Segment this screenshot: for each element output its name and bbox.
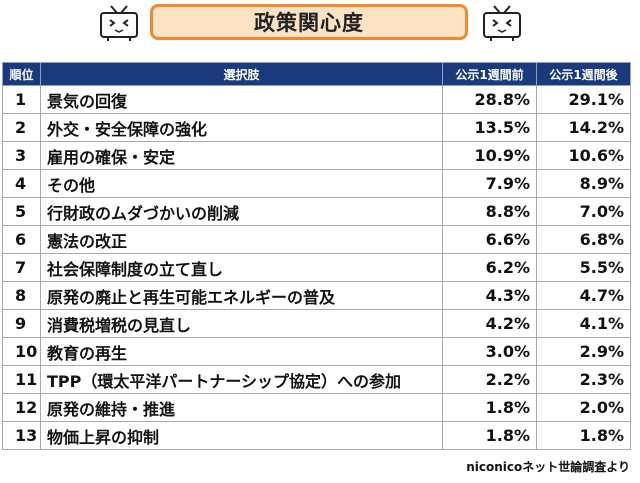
before-value-cell: 10.9%: [442, 141, 537, 170]
option-cell: 原発の廃止と再生可能エネルギーの普及: [40, 281, 443, 310]
chart-title: 政策関心度: [150, 4, 468, 40]
option-cell: 物価上昇の抑制: [40, 421, 443, 450]
option-cell: 憲法の改正: [40, 225, 443, 254]
option-cell: 雇用の確保・安定: [40, 141, 443, 170]
table-row: 6 憲法の改正 6.6% 6.8%: [2, 225, 631, 254]
before-value-cell: 4.3%: [442, 281, 537, 310]
source-note: niconicoネット世論調査より: [466, 460, 630, 474]
option-cell: 外交・安全保障の強化: [40, 113, 443, 142]
rank-cell: 8: [2, 281, 41, 310]
table-row: 11 TPP（環太平洋パートナーシップ協定）への参加 2.2% 2.3%: [2, 365, 631, 394]
table-row: 3 雇用の確保・安定 10.9% 10.6%: [2, 141, 631, 170]
column-header-before: 公示1週間前: [442, 62, 537, 86]
after-value-cell: 29.1%: [536, 85, 631, 114]
before-value-cell: 8.8%: [442, 197, 537, 226]
before-value-cell: 13.5%: [442, 113, 537, 142]
rank-cell: 3: [2, 141, 41, 170]
rank-cell: 13: [2, 421, 41, 450]
policy-interest-table: 順位 選択肢 公示1週間前 公示1週間後 1 景気の回復 28.8% 29.1% 2 外交…: [2, 62, 631, 450]
column-header-option: 選択肢: [40, 62, 443, 86]
after-value-cell: 10.6%: [536, 141, 631, 170]
rank-cell: 10: [2, 337, 41, 366]
rank-cell: 6: [2, 225, 41, 254]
niconico-tv-icon: [100, 5, 138, 41]
rank-cell: 4: [2, 169, 41, 198]
column-header-rank: 順位: [2, 62, 41, 86]
after-value-cell: 6.8%: [536, 225, 631, 254]
table-row: 4 その他 7.9% 8.9%: [2, 169, 631, 198]
before-value-cell: 28.8%: [442, 85, 537, 114]
rank-cell: 11: [2, 365, 41, 394]
after-value-cell: 14.2%: [536, 113, 631, 142]
table-row: 8 原発の廃止と再生可能エネルギーの普及 4.3% 4.7%: [2, 281, 631, 310]
before-value-cell: 4.2%: [442, 309, 537, 338]
after-value-cell: 2.3%: [536, 365, 631, 394]
after-value-cell: 1.8%: [536, 421, 631, 450]
after-value-cell: 4.1%: [536, 309, 631, 338]
before-value-cell: 2.2%: [442, 365, 537, 394]
column-header-after: 公示1週間後: [536, 62, 631, 86]
table-row: 13 物価上昇の抑制 1.8% 1.8%: [2, 421, 631, 450]
table-row: 1 景気の回復 28.8% 29.1%: [2, 85, 631, 114]
rank-cell: 9: [2, 309, 41, 338]
after-value-cell: 2.9%: [536, 337, 631, 366]
table-row: 9 消費税増税の見直し 4.2% 4.1%: [2, 309, 631, 338]
after-value-cell: 7.0%: [536, 197, 631, 226]
table-row: 2 外交・安全保障の強化 13.5% 14.2%: [2, 113, 631, 142]
option-cell: 行財政のムダづかいの削減: [40, 197, 443, 226]
after-value-cell: 8.9%: [536, 169, 631, 198]
table-row: 7 社会保障制度の立て直し 6.2% 5.5%: [2, 253, 631, 282]
table-row: 10 教育の再生 3.0% 2.9%: [2, 337, 631, 366]
table-header-row: 順位 選択肢 公示1週間前 公示1週間後: [2, 62, 631, 86]
before-value-cell: 6.2%: [442, 253, 537, 282]
rank-cell: 7: [2, 253, 41, 282]
option-cell: 社会保障制度の立て直し: [40, 253, 443, 282]
option-cell: TPP（環太平洋パートナーシップ協定）への参加: [40, 365, 443, 394]
table-row: 5 行財政のムダづかいの削減 8.8% 7.0%: [2, 197, 631, 226]
table-row: 12 原発の維持・推進 1.8% 2.0%: [2, 393, 631, 422]
rank-cell: 12: [2, 393, 41, 422]
before-value-cell: 3.0%: [442, 337, 537, 366]
option-cell: 消費税増税の見直し: [40, 309, 443, 338]
after-value-cell: 5.5%: [536, 253, 631, 282]
before-value-cell: 1.8%: [442, 421, 537, 450]
option-cell: 景気の回復: [40, 85, 443, 114]
after-value-cell: 2.0%: [536, 393, 631, 422]
niconico-tv-icon: [483, 5, 521, 41]
header: 政策関心度: [0, 0, 640, 62]
rank-cell: 5: [2, 197, 41, 226]
option-cell: 教育の再生: [40, 337, 443, 366]
table-body: 1 景気の回復 28.8% 29.1% 2 外交・安全保障の強化 13.5% 14.2% 3 雇用…: [2, 85, 631, 450]
option-cell: その他: [40, 169, 443, 198]
before-value-cell: 7.9%: [442, 169, 537, 198]
before-value-cell: 1.8%: [442, 393, 537, 422]
after-value-cell: 4.7%: [536, 281, 631, 310]
option-cell: 原発の維持・推進: [40, 393, 443, 422]
rank-cell: 1: [2, 85, 41, 114]
rank-cell: 2: [2, 113, 41, 142]
before-value-cell: 6.6%: [442, 225, 537, 254]
